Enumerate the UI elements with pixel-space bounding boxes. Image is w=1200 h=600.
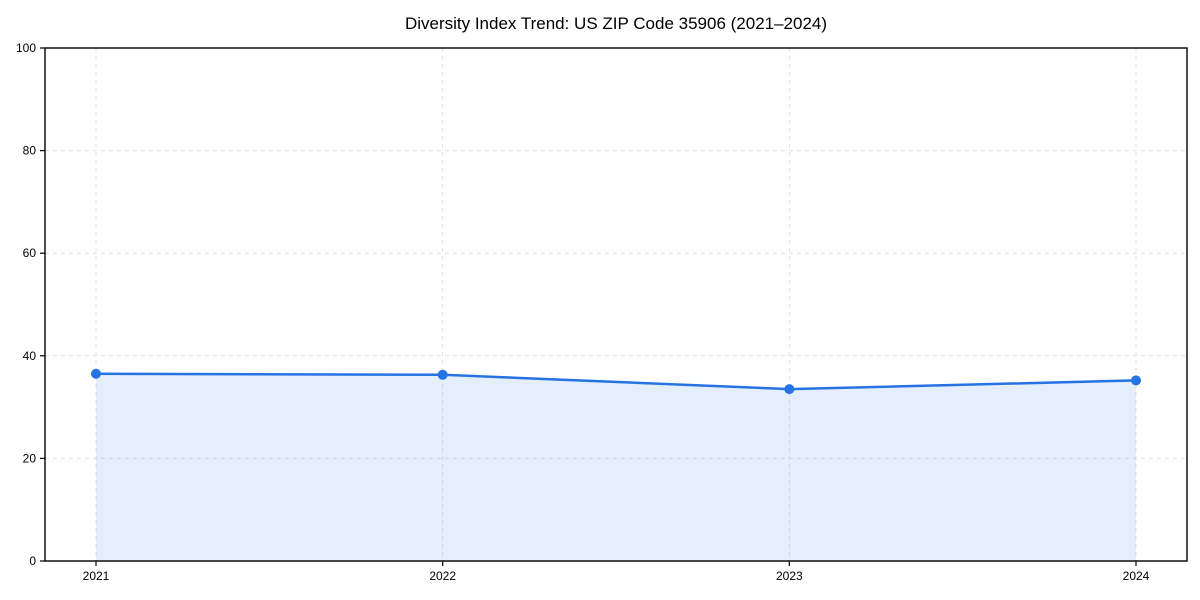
data-point xyxy=(1131,375,1141,386)
plot-border xyxy=(44,47,1188,562)
series-area xyxy=(96,373,1136,561)
y-tick-label: 100 xyxy=(16,41,36,55)
x-tick-label: 2023 xyxy=(776,569,803,583)
chart-title: Diversity Index Trend: US ZIP Code 35906… xyxy=(404,14,828,33)
data-point xyxy=(437,369,448,380)
y-tick-label: 0 xyxy=(29,554,36,568)
y-tick-label: 80 xyxy=(23,144,37,158)
y-tick-label: 20 xyxy=(23,451,37,465)
data-point xyxy=(91,368,101,379)
y-tick-label: 60 xyxy=(23,246,37,260)
y-tick-label: 40 xyxy=(23,349,37,363)
x-tick-label: 2021 xyxy=(83,569,110,583)
x-tick-label: 2022 xyxy=(429,569,456,583)
series-line xyxy=(94,372,1138,391)
x-tick-label: 2024 xyxy=(1123,569,1150,583)
data-point xyxy=(784,384,795,395)
